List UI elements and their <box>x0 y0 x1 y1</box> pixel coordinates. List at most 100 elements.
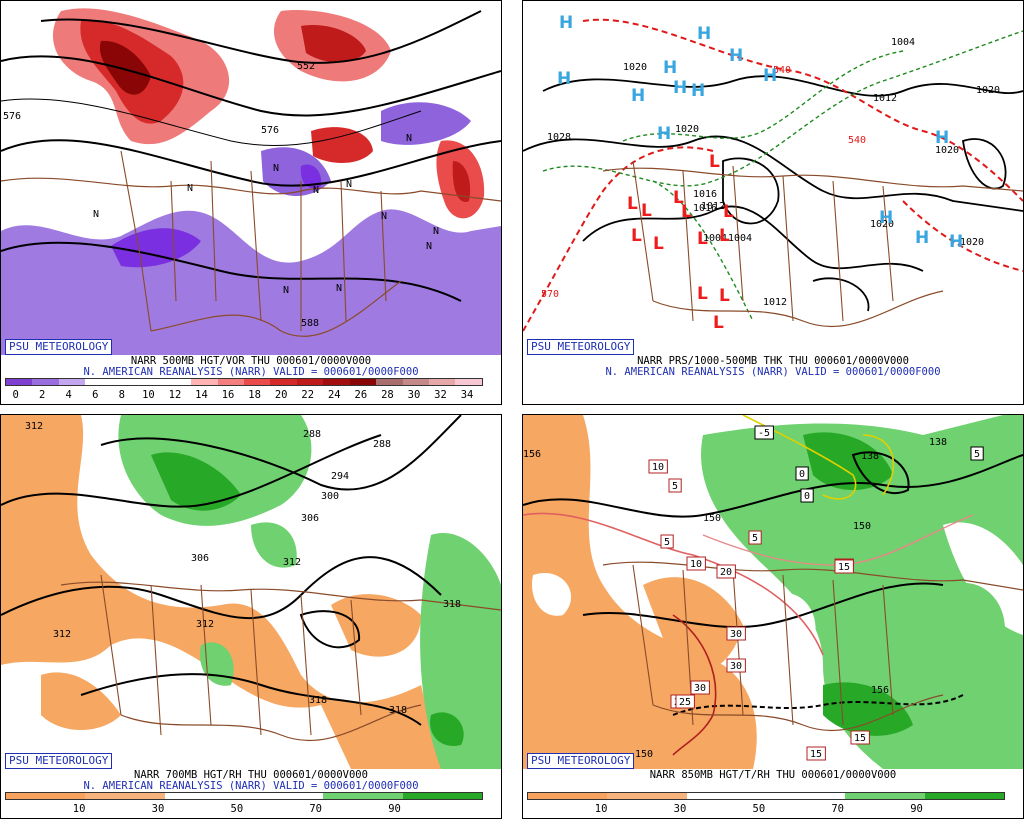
panel-title: NARR 700MB HGT/RH THU 000601/0000V000 <box>134 769 368 781</box>
colorbar-swatch <box>455 379 482 385</box>
isobar-label: 1020 <box>960 237 984 248</box>
rh-colorbar <box>527 792 1005 800</box>
min-marker: N <box>346 179 352 190</box>
contour-label: 588 <box>301 318 319 329</box>
contour-label: 300 <box>321 491 339 502</box>
isobar-label: 1004 <box>891 37 915 48</box>
isobar-label: 1004 <box>728 233 752 244</box>
low-pressure-marker: L <box>697 229 708 249</box>
high-pressure-marker: H <box>935 128 949 148</box>
low-pressure-marker: L <box>627 194 638 214</box>
contour-label: 156 <box>871 685 889 696</box>
temp-label-box <box>850 730 870 745</box>
panel-subtitle: N. AMERICAN REANALYSIS (NARR) VALID = 00… <box>83 780 419 792</box>
isobar-label: 1020 <box>935 145 959 156</box>
colorbar-tick: 70 <box>309 803 323 815</box>
temp-label-box <box>806 746 826 761</box>
panel-850mb-temp-rh: 156 150 150 138 138 156 150 105551020253… <box>522 414 1024 819</box>
colorbar-swatch <box>686 793 766 799</box>
isobar-label: 1016 <box>693 189 717 200</box>
temp-label: 30 <box>694 683 706 694</box>
panel-title: NARR 500MB HGT/VOR THU 000601/0000V000 <box>130 355 372 367</box>
colorbar-tick: 50 <box>752 803 766 815</box>
temp-label-box <box>686 556 706 571</box>
temp-label: 25 <box>679 697 691 708</box>
temp-label-box <box>668 478 682 493</box>
colorbar-tick: 10 <box>72 803 86 815</box>
temp-label: 15 <box>838 562 850 573</box>
high-pressure-marker: H <box>673 78 687 98</box>
colorbar-swatch <box>607 793 687 799</box>
colorbar-tick: 22 <box>301 389 315 401</box>
brand-label: PSU METEOROLOGY <box>5 339 113 355</box>
contour-label: 576 <box>261 125 279 136</box>
colorbar-swatch <box>296 379 324 385</box>
colorbar-swatch <box>138 379 165 385</box>
temp-label: 0 <box>799 469 805 480</box>
contour-label: 138 <box>929 437 947 448</box>
colorbar-swatch <box>191 379 218 385</box>
high-pressure-marker: H <box>559 13 573 33</box>
colorbar-swatch <box>924 793 1004 799</box>
panel-500mb-vorticity: 552 576 588 576 N N N N N N N N N N N PS… <box>0 0 502 405</box>
vorticity-map: 552 576 588 576 N N N N N N N N N N N <box>1 8 501 355</box>
colorbar-tick: 30 <box>673 803 687 815</box>
vorticity-colorbar <box>5 378 483 386</box>
isobar-label: 1016 <box>693 203 717 214</box>
panel-pressure-thickness: 1028 1020 1016 1020 1012 1012 1004 1020 … <box>522 0 1024 405</box>
high-pressure-marker: H <box>663 58 677 78</box>
temp-label-box <box>660 534 674 549</box>
high-pressure-marker: H <box>879 208 893 228</box>
colorbar-swatch <box>323 379 350 385</box>
colorbar-tick: 30 <box>407 389 421 401</box>
colorbar-swatch <box>243 793 324 799</box>
min-marker: N <box>273 163 279 174</box>
colorbar-tick: 0 <box>12 389 19 401</box>
temp-label: 5 <box>664 537 670 548</box>
colorbar-tick: 2 <box>39 389 46 401</box>
temp-label-box <box>690 680 710 695</box>
contour-label: 312 <box>53 629 71 640</box>
panel-700mb-rh: 312 312 306 300 294 288 288 306 312 312 … <box>0 414 502 819</box>
colorbar-swatch <box>6 793 86 799</box>
panel-subtitle: N. AMERICAN REANALYSIS (NARR) VALID = 00… <box>83 366 419 378</box>
temp-label: 10 <box>690 559 702 570</box>
temp-label: 0 <box>804 491 810 502</box>
colorbar-tick: 30 <box>151 803 165 815</box>
high-pressure-marker: H <box>697 24 711 44</box>
temp-label-box <box>716 564 736 579</box>
colorbar-tick: 14 <box>195 389 208 401</box>
colorbar-tick: 28 <box>381 389 394 401</box>
high-pressure-marker: H <box>915 228 929 248</box>
min-marker: N <box>93 209 99 220</box>
min-marker: N <box>336 283 342 294</box>
low-pressure-marker: L <box>681 202 692 222</box>
colorbar-swatch <box>402 793 482 799</box>
colorbar-swatch <box>765 793 846 799</box>
min-marker: N <box>313 185 319 196</box>
contour-label: 306 <box>301 513 319 524</box>
rh-colorbar <box>5 792 483 800</box>
low-pressure-marker: L <box>713 313 724 333</box>
temp-label-box <box>834 559 854 574</box>
colorbar-tick: 90 <box>388 803 401 815</box>
temp-label: 15 <box>810 749 822 760</box>
brand-label: PSU METEOROLOGY <box>5 753 113 769</box>
colorbar-swatch <box>845 793 925 799</box>
colorbar-swatch <box>85 379 112 385</box>
contour-label: 576 <box>3 111 21 122</box>
panel-title: NARR 850MB HGT/T/RH THU 000601/0000V000 <box>649 769 897 781</box>
colorbar-swatch <box>111 379 139 385</box>
min-marker: N <box>426 241 432 252</box>
colorbar-swatch <box>429 379 456 385</box>
min-marker: N <box>381 211 387 222</box>
temp-label: 15 <box>854 733 866 744</box>
rh700-map: 312 312 306 300 294 288 288 306 312 312 … <box>1 415 501 769</box>
low-pressure-marker: L <box>641 201 652 221</box>
min-marker: N <box>283 285 289 296</box>
contour-label: 312 <box>25 421 43 432</box>
high-pressure-marker: H <box>729 46 743 66</box>
temp-label-box <box>726 658 746 673</box>
contour-label: 150 <box>635 749 653 760</box>
temp-label: -5 <box>758 428 770 439</box>
